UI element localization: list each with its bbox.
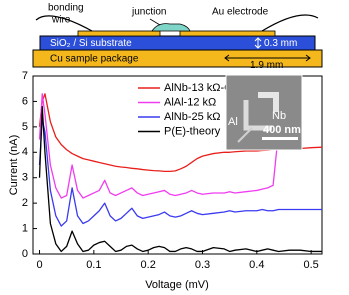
legend-label: AlNb-25 kΩ: [164, 111, 221, 123]
legend-label: AlNb-13 kΩ-GP: [164, 82, 240, 94]
scale-bar: [262, 137, 298, 140]
inset-label: Al: [228, 116, 238, 128]
y-tick-label: 5: [22, 121, 28, 133]
plot: Current (nA) Voltage (mV) 0 1 2 3 4 5 6 7 0 0.1 0.…: [8, 70, 323, 291]
inset: Nb Al 400 nm: [225, 74, 303, 151]
arrow: [254, 37, 262, 49]
y-tick-label: 3: [22, 172, 28, 184]
inset-label: 400 nm: [263, 124, 301, 136]
y-axis-label: Current (nA): [8, 135, 20, 196]
x-tick-label: 0.3: [195, 259, 210, 271]
legend-label: P(E)-theory: [164, 125, 221, 137]
x-tick-label: 0.5: [303, 259, 318, 271]
y-tick-label: 1: [22, 222, 28, 234]
label: wire: [51, 15, 71, 26]
y-tick-label: 2: [22, 197, 28, 209]
series-line: [38, 105, 322, 253]
electrode: [77, 30, 161, 37]
schematic: bonding wire junction Au electrode SiO₂ …: [32, 3, 323, 71]
x-tick-label: 0.1: [86, 259, 101, 271]
legend-label: AlAl-12 kΩ: [164, 96, 216, 108]
series-line: [38, 93, 323, 173]
label: SiO₂ / Si substrate: [50, 38, 132, 49]
inset-label: Nb: [272, 110, 286, 122]
label: Cu sample package: [50, 54, 139, 65]
label: Au electrode: [212, 7, 269, 18]
electrode: [179, 30, 276, 37]
series-line: [38, 118, 322, 227]
al-wire: [237, 127, 253, 143]
label: 1.9 mm: [250, 60, 283, 71]
wire: [35, 15, 93, 32]
y-tick-label: 7: [22, 70, 28, 82]
label: bonding: [48, 3, 84, 14]
substrate: [39, 35, 316, 51]
y-tick-label: 0: [22, 248, 28, 260]
series-line: [38, 93, 280, 199]
x-axis-label: Voltage (mV): [145, 279, 209, 291]
axes-frame: [32, 75, 323, 255]
x-tick-label: 0: [36, 259, 42, 271]
x-tick-label: 0.2: [141, 259, 156, 271]
wire: [261, 14, 319, 32]
pointer: [149, 18, 161, 26]
x-tick-label: 0.4: [249, 259, 264, 271]
label: junction: [131, 7, 166, 18]
nb-electrode: [243, 100, 272, 131]
y-tick-label: 6: [22, 95, 28, 107]
label: 0.3 mm: [264, 38, 297, 49]
nb-electrode: [258, 92, 279, 112]
junction-shape: [151, 23, 191, 32]
y-tick-label: 4: [22, 146, 28, 158]
arrow: [224, 54, 311, 62]
